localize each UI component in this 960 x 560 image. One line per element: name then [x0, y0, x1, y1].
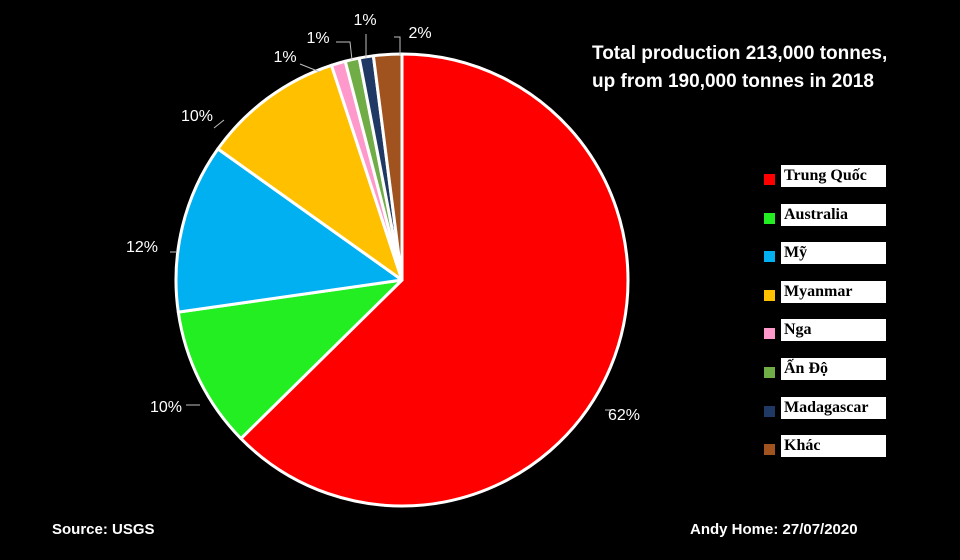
legend-swatch [764, 366, 775, 378]
legend-item: Nga [764, 317, 890, 356]
data-label-7: 1% [353, 12, 376, 29]
legend-label: Madagascar [781, 396, 886, 419]
annotation-line-2: up from 190,000 tonnes in 2018 [592, 71, 874, 92]
legend-item: Khác [764, 433, 890, 472]
legend-swatch [764, 251, 775, 263]
pie-slice-1 [239, 52, 630, 508]
legend-swatch [764, 328, 775, 340]
legend-item: Myanmar [764, 279, 890, 318]
data-label-6: 1% [306, 30, 329, 47]
legend-swatch [764, 405, 775, 417]
legend-item: Australia [764, 202, 890, 241]
legend-label: Myanmar [781, 280, 886, 303]
pie-slices [174, 52, 630, 508]
legend-item: Trung Quốc [764, 163, 890, 202]
legend-item: Madagascar [764, 395, 890, 434]
data-label-1: 62% [608, 407, 640, 424]
leader-lines [170, 34, 612, 411]
legend-swatch [764, 174, 775, 185]
legend-swatch [764, 289, 775, 301]
data-label-8: 2% [408, 25, 431, 42]
pie-slice-2 [176, 278, 404, 441]
data-label-4: 10% [181, 108, 213, 125]
leader-line-6 [336, 41, 353, 61]
leader-line-5 [299, 63, 321, 73]
chart-annotation: Total production 213,000 tonnes, up from… [592, 40, 932, 96]
legend-swatch [764, 212, 775, 224]
credit-note: Andy Home: 27/07/2020 [690, 521, 858, 538]
annotation-line-1: Total production 213,000 tonnes, [592, 43, 888, 64]
data-label-5: 1% [273, 49, 296, 66]
pie-slice-8 [371, 52, 404, 282]
legend: Trung Quốc Australia Mỹ Myanmar Nga Ấn Độ Mada… [764, 163, 890, 472]
source-note: Source: USGS [52, 521, 155, 538]
pie-slice-3 [174, 147, 404, 314]
legend-label: Trung Quốc [781, 165, 886, 187]
legend-label: Australia [781, 203, 886, 226]
data-label-2: 10% [150, 399, 182, 416]
legend-label: Ấn Độ [781, 357, 886, 380]
legend-swatch [764, 444, 775, 456]
legend-label: Nga [781, 319, 886, 342]
data-label-3: 12% [126, 239, 158, 256]
data-labels: 62% 10% 12% 10% 1% 1% 2% 1% [126, 12, 640, 424]
legend-item: Mỹ [764, 240, 890, 279]
legend-label: Khác [781, 435, 886, 458]
pie-slice-4 [216, 63, 404, 282]
legend-item: Ấn Độ [764, 356, 890, 395]
leader-line-8 [394, 36, 401, 56]
legend-label: Mỹ [781, 242, 886, 265]
leader-line-4 [213, 119, 225, 129]
